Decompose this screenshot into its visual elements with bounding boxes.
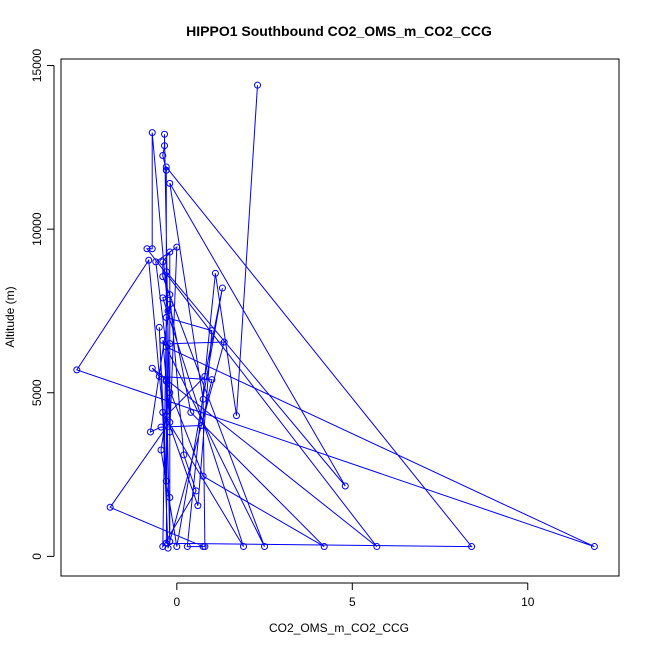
data-point	[162, 163, 170, 171]
data-point	[220, 338, 228, 346]
data-point	[166, 179, 174, 187]
data-point	[341, 482, 349, 490]
x-tick-label: 0	[173, 595, 180, 609]
data-point	[162, 314, 170, 321]
data-point	[197, 421, 205, 429]
data-point	[157, 423, 165, 431]
data-point	[161, 130, 169, 138]
data-point	[166, 291, 174, 299]
y-tick-label: 0	[30, 553, 44, 560]
data-point	[159, 273, 167, 281]
data-point	[173, 543, 181, 551]
y-axis: 0 5000 10000 15000	[30, 49, 55, 560]
y-tick-label: 5000	[30, 379, 44, 406]
data-point	[218, 284, 226, 292]
data-point	[148, 245, 156, 253]
data-point	[146, 428, 154, 436]
plot-frame	[60, 58, 620, 577]
data-point	[166, 300, 174, 308]
data-point	[162, 376, 170, 384]
data-point	[162, 166, 170, 174]
data-point	[162, 477, 170, 485]
data-point	[73, 366, 81, 374]
data-point	[208, 376, 216, 384]
data-point	[199, 472, 207, 480]
data-point	[208, 327, 216, 335]
data-point	[148, 129, 156, 137]
x-axis-label: CO2_OMS_m_CO2_CCG	[269, 621, 409, 635]
data-point	[468, 543, 476, 551]
data-point	[201, 372, 209, 380]
data-point	[590, 543, 598, 551]
data-point	[166, 340, 174, 348]
data-point	[162, 412, 170, 420]
y-axis-label: Altitude (m)	[3, 286, 17, 347]
data-point	[157, 446, 165, 454]
data-point	[145, 256, 153, 264]
data-point	[173, 243, 181, 251]
x-tick-label: 5	[349, 595, 356, 609]
data-point	[164, 544, 172, 552]
data-point	[166, 428, 174, 436]
data-point	[166, 538, 174, 546]
y-tick-label: 10000	[30, 212, 44, 246]
x-tick-label: 10	[521, 595, 535, 609]
data-point	[194, 502, 202, 510]
data-point	[183, 543, 191, 551]
data-point	[373, 543, 381, 551]
data-point	[155, 372, 163, 380]
x-axis: 0 5 10	[173, 582, 535, 609]
data-point	[166, 418, 174, 426]
data-point	[187, 408, 195, 416]
data-point	[320, 543, 328, 551]
data-point	[159, 336, 167, 344]
data-point	[180, 451, 188, 459]
data-point	[159, 258, 167, 266]
chart-title: HIPPO1 Southbound CO2_OMS_m_CO2_CCG	[186, 23, 492, 39]
data-point	[148, 364, 156, 372]
data-point	[166, 389, 174, 397]
y-tick-label: 15000	[30, 49, 44, 83]
data-point	[254, 81, 262, 89]
data-point	[155, 323, 163, 331]
data-point	[166, 493, 174, 501]
data-point	[162, 539, 170, 547]
data-point	[239, 543, 247, 551]
data-point	[143, 245, 151, 253]
data-point	[232, 412, 240, 420]
data-point	[166, 248, 174, 256]
data-point	[164, 307, 172, 315]
data-point	[159, 294, 167, 302]
data-point	[199, 543, 207, 551]
data-point	[261, 543, 269, 551]
series-layer	[73, 81, 598, 552]
data-point	[199, 395, 207, 403]
data-point	[162, 268, 170, 276]
series-line	[76, 85, 595, 549]
data-point	[106, 503, 114, 511]
data-point	[161, 142, 169, 150]
data-point	[159, 152, 167, 160]
data-point	[211, 269, 219, 277]
data-point	[192, 487, 200, 495]
data-point	[152, 258, 160, 266]
